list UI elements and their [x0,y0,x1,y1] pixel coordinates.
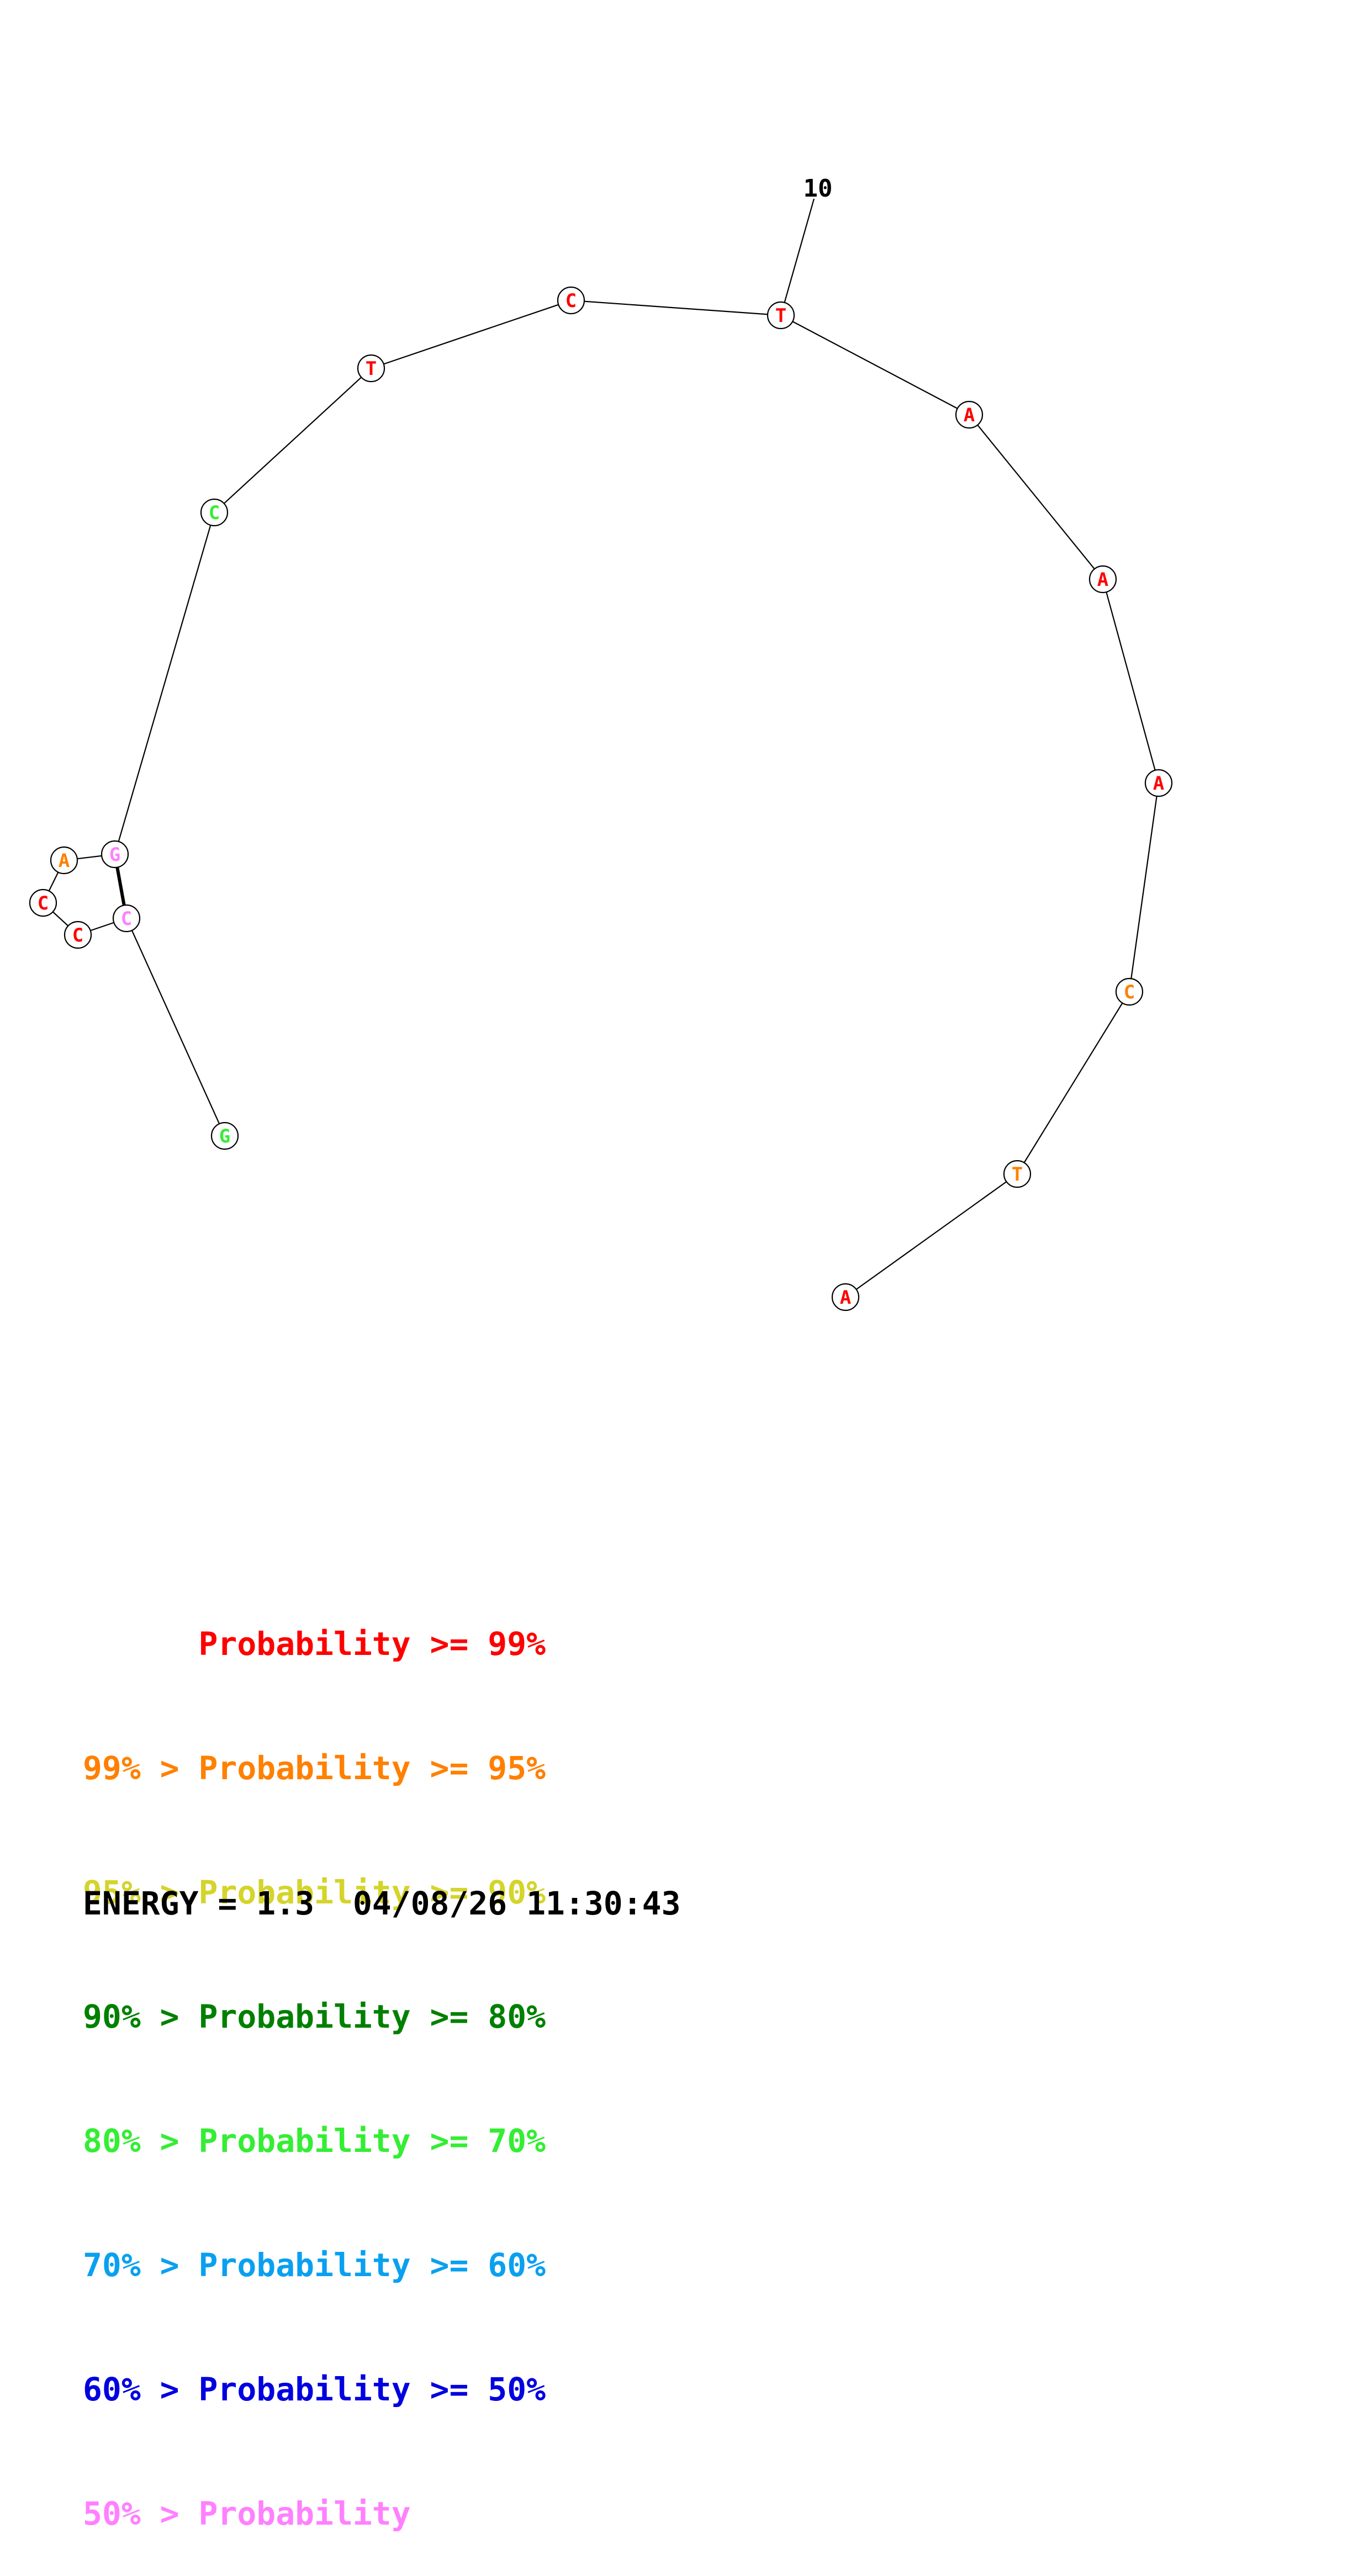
legend-line: 80% > Probability >= 70% [83,2122,546,2160]
base-letter: A [1097,569,1108,591]
base-circle [357,354,385,383]
base-node: T [767,301,795,330]
base-letter: T [1012,1163,1023,1186]
backbone-segment [1017,991,1130,1175]
base-node: C [112,904,141,933]
base-node: C [200,498,229,527]
backbone-segment [845,1173,1018,1298]
base-circle [1088,565,1117,594]
base-circle [112,904,141,933]
base-node: A [831,1283,860,1311]
probability-legend: Probability >= 99% 99% > Probability >= … [83,1541,546,2576]
base-letter: C [38,892,49,914]
backbone-layer [43,198,1160,1298]
base-letter: C [121,908,132,930]
legend-line: 50% > Probability [83,2495,411,2532]
base-node: A [955,400,984,429]
base-letter: G [109,844,120,866]
base-letter: C [209,502,220,524]
base-circle [767,301,795,330]
base-letter: C [565,290,577,312]
base-node: T [357,354,385,383]
backbone-segment [969,414,1103,580]
base-node: A [50,846,78,875]
base-circle [1115,977,1144,1006]
base-node: A [1144,769,1173,797]
base-letter: G [219,1125,230,1147]
base-circle [29,888,57,917]
legend-line: Probability >= 99% [83,1625,546,1663]
base-circle [1144,769,1173,797]
base-letter: A [59,850,70,872]
base-node: C [1115,977,1144,1006]
base-circle [831,1283,860,1311]
base-circle [1003,1160,1032,1188]
base-node: A [1088,565,1117,594]
legend-line: 60% > Probability >= 50% [83,2371,546,2408]
base-letter: C [1124,981,1135,1003]
base-circle [200,498,229,527]
base-letter: T [775,305,786,327]
base-letter: A [964,404,975,426]
base-letter: C [72,924,83,946]
legend-line: 95% > Probability >= 90% [83,1874,546,1911]
base-letter: A [1153,773,1164,795]
label-layer: 10 [804,174,833,203]
base-letter: A [840,1287,851,1309]
backbone-segment [114,512,215,855]
base-letter: T [366,358,377,380]
backbone-segment [371,299,572,369]
backbone-segment [1102,579,1160,784]
base-circle [50,846,78,875]
backbone-segment [214,368,372,513]
backbone-segment [780,315,970,415]
base-node: G [210,1122,239,1150]
base-node: G [101,840,129,869]
energy-timestamp-line: ENERGY = 1.3 04/08/26 11:30:43 [83,1885,681,1922]
legend-line: 99% > Probability >= 95% [83,1749,546,1787]
backbone-segment [125,918,226,1136]
base-circle [64,921,92,949]
base-node: C [64,921,92,949]
backbone-segment [570,299,781,316]
base-node: C [557,286,585,315]
position-number-label: 10 [804,174,833,203]
base-circle [210,1122,239,1150]
base-node: T [1003,1160,1032,1188]
base-circle [557,286,585,315]
legend-line: 90% > Probability >= 80% [83,1998,546,2035]
backbone-segment [1128,782,1160,992]
legend-line: 70% > Probability >= 60% [83,2246,546,2284]
base-circle [955,400,984,429]
base-circle [101,840,129,869]
base-node: C [29,888,57,917]
position-tick [780,198,815,316]
